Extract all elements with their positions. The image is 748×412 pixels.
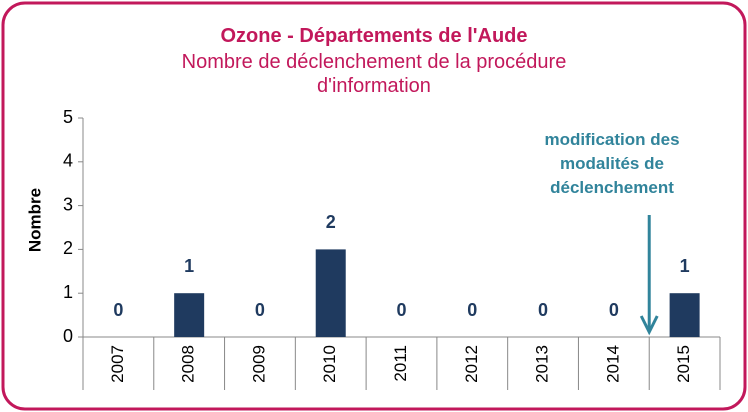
value-label: 0 xyxy=(255,300,265,320)
value-label: 1 xyxy=(680,256,690,276)
value-label: 1 xyxy=(184,256,194,276)
x-tick-label: 2010 xyxy=(320,345,339,383)
x-tick-label: 2013 xyxy=(533,345,552,383)
value-label: 2 xyxy=(326,212,336,232)
value-label: 0 xyxy=(609,300,619,320)
x-tick-label: 2014 xyxy=(603,345,622,383)
bar xyxy=(669,293,700,337)
annotation-arrowhead xyxy=(639,315,659,336)
x-tick-label: 2012 xyxy=(462,345,481,383)
chart-subtitle: Nombre de déclenchement de la procédure … xyxy=(181,51,567,97)
x-tick-label: 2009 xyxy=(249,345,268,383)
value-label: 0 xyxy=(113,300,123,320)
x-tick-label: 2007 xyxy=(108,345,127,383)
value-label: 0 xyxy=(396,300,406,320)
y-tick-label: 0 xyxy=(63,326,73,346)
x-tick-label: 2008 xyxy=(179,345,198,383)
y-axis-label: Nombre xyxy=(25,188,44,252)
y-tick-label: 1 xyxy=(63,282,73,302)
value-label: 0 xyxy=(538,300,548,320)
y-tick-label: 4 xyxy=(63,151,73,171)
x-tick-label: 2011 xyxy=(391,345,410,382)
bar xyxy=(174,293,205,337)
bar xyxy=(315,249,346,337)
y-tick-label: 3 xyxy=(63,194,73,214)
annotation: modification des modalités de déclenchem… xyxy=(544,130,680,197)
y-tick-label: 5 xyxy=(63,107,73,127)
y-tick-label: 2 xyxy=(63,238,73,258)
x-tick-label: 2015 xyxy=(674,345,693,383)
value-label: 0 xyxy=(467,300,477,320)
chart-title: Ozone - Départements de l'Aude xyxy=(220,25,528,47)
